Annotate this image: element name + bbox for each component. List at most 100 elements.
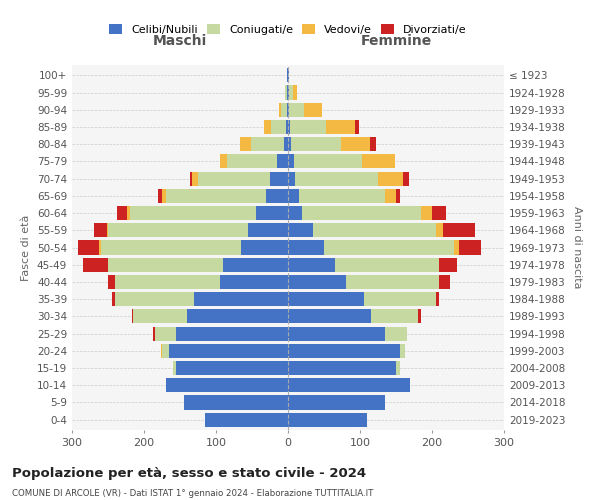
Bar xyxy=(341,137,370,152)
Bar xyxy=(288,86,289,100)
Bar xyxy=(173,361,176,375)
Bar xyxy=(108,275,115,289)
Bar xyxy=(293,86,296,100)
Bar xyxy=(439,258,457,272)
Bar xyxy=(158,189,162,203)
Bar xyxy=(277,154,288,168)
Bar xyxy=(205,412,288,426)
Bar xyxy=(400,344,406,358)
Bar xyxy=(192,172,198,185)
Bar xyxy=(288,412,367,426)
Bar xyxy=(116,206,127,220)
Bar xyxy=(266,189,288,203)
Bar xyxy=(421,206,432,220)
Bar xyxy=(288,396,385,409)
Bar xyxy=(107,223,108,238)
Bar xyxy=(284,137,288,152)
Bar xyxy=(227,154,277,168)
Bar xyxy=(291,137,341,152)
Bar xyxy=(288,120,290,134)
Bar xyxy=(288,240,324,254)
Bar xyxy=(169,344,288,358)
Text: Popolazione per età, sesso e stato civile - 2024: Popolazione per età, sesso e stato civil… xyxy=(12,468,366,480)
Bar xyxy=(289,102,304,117)
Text: COMUNE DI ARCOLE (VR) - Dati ISTAT 1° gennaio 2024 - Elaborazione TUTTITALIA.IT: COMUNE DI ARCOLE (VR) - Dati ISTAT 1° ge… xyxy=(12,489,373,498)
Bar xyxy=(161,344,162,358)
Bar xyxy=(176,326,288,340)
Bar xyxy=(288,361,396,375)
Bar xyxy=(286,120,288,134)
Bar xyxy=(378,172,403,185)
Bar xyxy=(454,240,460,254)
Bar xyxy=(271,120,286,134)
Text: Maschi: Maschi xyxy=(153,34,207,48)
Bar xyxy=(162,189,166,203)
Bar xyxy=(94,223,107,238)
Legend: Celibi/Nubili, Coniugati/e, Vedovi/e, Divorziati/e: Celibi/Nubili, Coniugati/e, Vedovi/e, Di… xyxy=(105,20,471,39)
Bar xyxy=(256,206,288,220)
Bar xyxy=(418,310,421,324)
Bar xyxy=(155,326,176,340)
Bar xyxy=(324,240,454,254)
Bar xyxy=(443,223,475,238)
Bar xyxy=(130,206,256,220)
Bar xyxy=(251,137,284,152)
Bar xyxy=(396,189,400,203)
Bar xyxy=(133,310,187,324)
Bar xyxy=(127,206,130,220)
Bar xyxy=(270,172,288,185)
Bar xyxy=(288,275,346,289)
Bar xyxy=(294,154,362,168)
Bar xyxy=(364,292,436,306)
Bar xyxy=(346,275,439,289)
Bar xyxy=(371,310,418,324)
Bar xyxy=(288,68,289,82)
Bar xyxy=(83,258,108,272)
Bar xyxy=(460,240,481,254)
Bar xyxy=(288,344,400,358)
Bar xyxy=(289,86,293,100)
Bar xyxy=(439,275,450,289)
Bar xyxy=(223,258,288,272)
Bar xyxy=(220,154,227,168)
Bar xyxy=(220,275,288,289)
Bar xyxy=(241,240,288,254)
Bar xyxy=(304,102,322,117)
Bar xyxy=(288,154,294,168)
Bar xyxy=(241,137,251,152)
Bar xyxy=(385,189,396,203)
Bar xyxy=(108,223,248,238)
Bar xyxy=(302,206,421,220)
Bar xyxy=(100,240,101,254)
Bar xyxy=(176,361,288,375)
Bar xyxy=(184,396,288,409)
Bar xyxy=(198,172,270,185)
Bar xyxy=(115,292,194,306)
Bar xyxy=(288,137,291,152)
Bar xyxy=(287,68,288,82)
Bar xyxy=(385,326,407,340)
Bar xyxy=(288,189,299,203)
Bar xyxy=(288,378,410,392)
Bar xyxy=(370,137,376,152)
Bar xyxy=(187,310,288,324)
Bar xyxy=(108,258,223,272)
Bar xyxy=(278,102,281,117)
Bar xyxy=(436,223,443,238)
Bar xyxy=(362,154,395,168)
Bar xyxy=(288,206,302,220)
Y-axis label: Anni di nascita: Anni di nascita xyxy=(572,206,582,289)
Bar xyxy=(115,275,220,289)
Bar xyxy=(162,344,169,358)
Bar xyxy=(295,172,378,185)
Bar xyxy=(326,120,355,134)
Bar xyxy=(288,223,313,238)
Bar xyxy=(264,120,271,134)
Bar xyxy=(288,292,364,306)
Bar xyxy=(299,189,385,203)
Bar xyxy=(287,102,288,117)
Y-axis label: Fasce di età: Fasce di età xyxy=(22,214,31,280)
Text: Femmine: Femmine xyxy=(361,34,431,48)
Bar xyxy=(290,120,326,134)
Bar xyxy=(248,223,288,238)
